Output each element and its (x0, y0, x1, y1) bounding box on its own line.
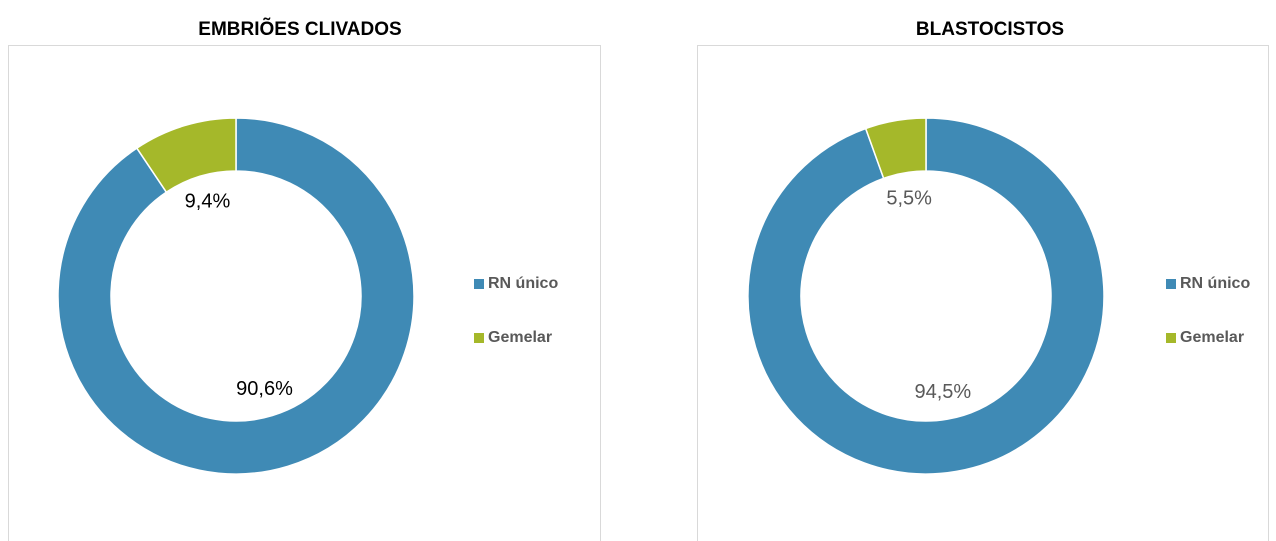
legend-label: RN único (488, 275, 558, 292)
slice (135, 117, 237, 194)
chart-frame (697, 45, 1269, 541)
legend-label: Gemelar (488, 329, 552, 346)
legend-swatch (1166, 279, 1176, 289)
slice (747, 117, 1105, 475)
legend-swatch (1166, 333, 1176, 343)
chart: BLASTOCISTOS 94,5% 5,5% RN único Gemelar (697, 19, 1269, 541)
legend-label: Gemelar (1180, 329, 1244, 346)
value-label: 94,5% (914, 381, 971, 403)
value-label: 5,5% (886, 188, 932, 210)
legend-swatch (474, 333, 484, 343)
slice (57, 117, 415, 475)
slice (864, 117, 927, 180)
value-label: 9,4% (185, 191, 231, 213)
legend-label: RN único (1180, 275, 1250, 292)
chart: EMBRIÕES CLIVADOS 90,6% 9,4% RN único Gemela… (8, 18, 601, 541)
chart-title: EMBRIÕES CLIVADOS (198, 18, 401, 40)
legend-swatch (474, 279, 484, 289)
chart-title: BLASTOCISTOS (916, 19, 1064, 40)
chart-frame (8, 45, 601, 541)
value-label: 90,6% (236, 378, 293, 400)
